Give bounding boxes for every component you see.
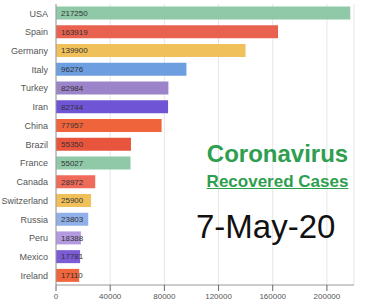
svg-text:40000: 40000 <box>99 292 122 301</box>
svg-text:55027: 55027 <box>61 159 84 168</box>
svg-text:163919: 163919 <box>61 28 88 37</box>
svg-text:Italy: Italy <box>31 65 48 75</box>
svg-text:82984: 82984 <box>61 84 84 93</box>
svg-text:96276: 96276 <box>61 65 84 74</box>
html-text:7-May-20: 7-May-20 <box>196 208 336 245</box>
svg-text:200000: 200000 <box>314 292 341 301</box>
svg-text:23803: 23803 <box>61 215 84 224</box>
svg-text:Canada: Canada <box>16 177 48 187</box>
svg-text:Spain: Spain <box>25 27 48 37</box>
svg-text:Iran: Iran <box>32 102 48 112</box>
svg-text:82744: 82744 <box>61 103 84 112</box>
svg-text:139900: 139900 <box>61 46 88 55</box>
svg-text:Germany: Germany <box>11 46 49 56</box>
html-text:Recovered Cases: Recovered Cases <box>206 172 349 191</box>
svg-text:0: 0 <box>54 292 59 301</box>
svg-text:China: China <box>24 121 48 131</box>
svg-text:Brazil: Brazil <box>25 140 48 150</box>
svg-text:France: France <box>20 158 48 168</box>
svg-text:USA: USA <box>29 9 48 19</box>
svg-text:217250: 217250 <box>61 9 88 18</box>
svg-text:25900: 25900 <box>61 196 84 205</box>
svg-text:Mexico: Mexico <box>19 252 48 262</box>
svg-text:120000: 120000 <box>205 292 232 301</box>
svg-text:Peru: Peru <box>29 233 48 243</box>
svg-text:80000: 80000 <box>153 292 176 301</box>
svg-text:Turkey: Turkey <box>21 83 49 93</box>
svg-text:17781: 17781 <box>61 252 84 261</box>
svg-text:28972: 28972 <box>61 178 84 187</box>
svg-text:Ireland: Ireland <box>20 271 48 281</box>
svg-text:Russia: Russia <box>20 215 48 225</box>
svg-text:77957: 77957 <box>61 121 84 130</box>
html-text:Coronavirus: Coronavirus <box>206 140 349 167</box>
svg-text:55350: 55350 <box>61 140 84 149</box>
svg-text:18388: 18388 <box>61 234 84 243</box>
svg-text:160000: 160000 <box>259 292 286 301</box>
svg-text:17110: 17110 <box>61 271 83 280</box>
svg-text:Switzerland: Switzerland <box>8 196 48 206</box>
